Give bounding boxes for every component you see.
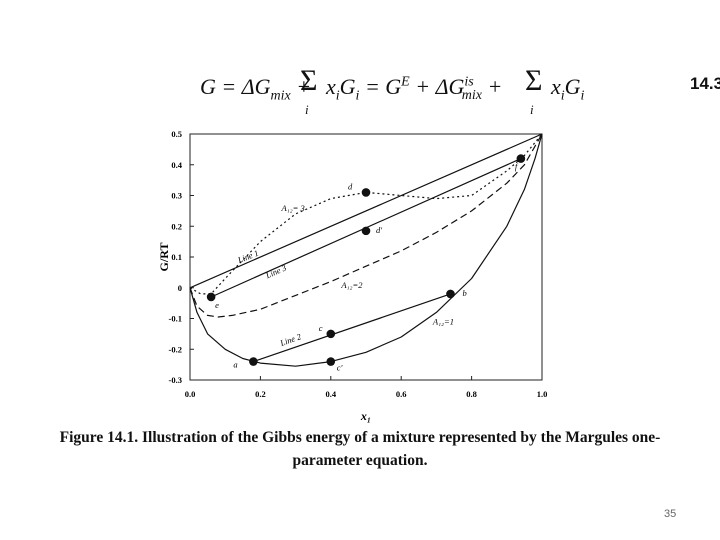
series-label: Line 3 (263, 262, 288, 280)
x-tick-label: 0.4 (325, 389, 336, 399)
point-label: a (233, 360, 237, 370)
series-a-1-line (189, 133, 543, 367)
series-label: A₁₂=2 (340, 280, 363, 290)
caption-line-1: Figure 14.1. Illustration of the Gibbs e… (59, 429, 661, 446)
y-tick-label: -0.3 (169, 375, 182, 385)
y-tick-label: -0.1 (169, 314, 182, 324)
x-tick-label: 0.6 (396, 389, 407, 399)
series-line-1-line (189, 133, 543, 289)
y-axis-label: G/RT (157, 243, 171, 272)
point-c (326, 329, 336, 339)
series-line-2-line (253, 293, 451, 363)
point-label: d (348, 181, 353, 191)
y-tick-label: 0.5 (171, 129, 182, 139)
y-tick-label: 0.4 (171, 160, 182, 170)
y-tick-label: 0 (178, 283, 182, 293)
y-tick-label: -0.2 (169, 344, 182, 354)
series-a-2-line (189, 133, 543, 318)
point-label: c' (337, 363, 343, 373)
gibbs-energy-chart: 0.0 0.2 0.4 0.6 0.8 1.0 -0.3 -0.2 -0.1 0 0.1 0.2 0.3… (157, 129, 548, 423)
point-f (516, 154, 526, 163)
y-tick-label: 0.2 (171, 221, 182, 231)
point-b (446, 289, 455, 299)
page-number: 35 (664, 508, 677, 520)
point-label: b (462, 288, 466, 298)
series-label: A₁₂= 3 (281, 203, 305, 213)
x-tick-label: 0.0 (185, 389, 196, 399)
y-tick-label: 0.3 (171, 191, 182, 201)
point-label: f (515, 162, 519, 172)
figure-caption: Figure 14.1. Illustration of the Gibbs e… (10, 426, 710, 472)
point-label: c (319, 323, 323, 333)
x-tick-label: 0.2 (255, 389, 266, 399)
y-tick-label: 0.1 (171, 252, 182, 262)
series-label: A₁₂=1 (432, 317, 454, 327)
x-tick-label: 1.0 (537, 389, 548, 399)
point-d-prime (361, 226, 371, 236)
x-axis-label: x₁ (360, 409, 371, 423)
point-d (361, 188, 371, 197)
point-e (206, 292, 216, 302)
x-tick-label: 0.8 (466, 389, 477, 399)
series-a-3-line (189, 133, 543, 295)
equation-number: 14.3 (690, 74, 720, 93)
gibbs-equation: G = ΔGmix + Σ i xiGi = GE + ΔGismix + Σ … (200, 64, 585, 117)
caption-line-2: parameter equation. (292, 452, 428, 469)
point-c-prime (326, 357, 336, 366)
point-label: e (215, 300, 219, 310)
point-a (249, 357, 258, 366)
point-label: d' (376, 225, 382, 235)
